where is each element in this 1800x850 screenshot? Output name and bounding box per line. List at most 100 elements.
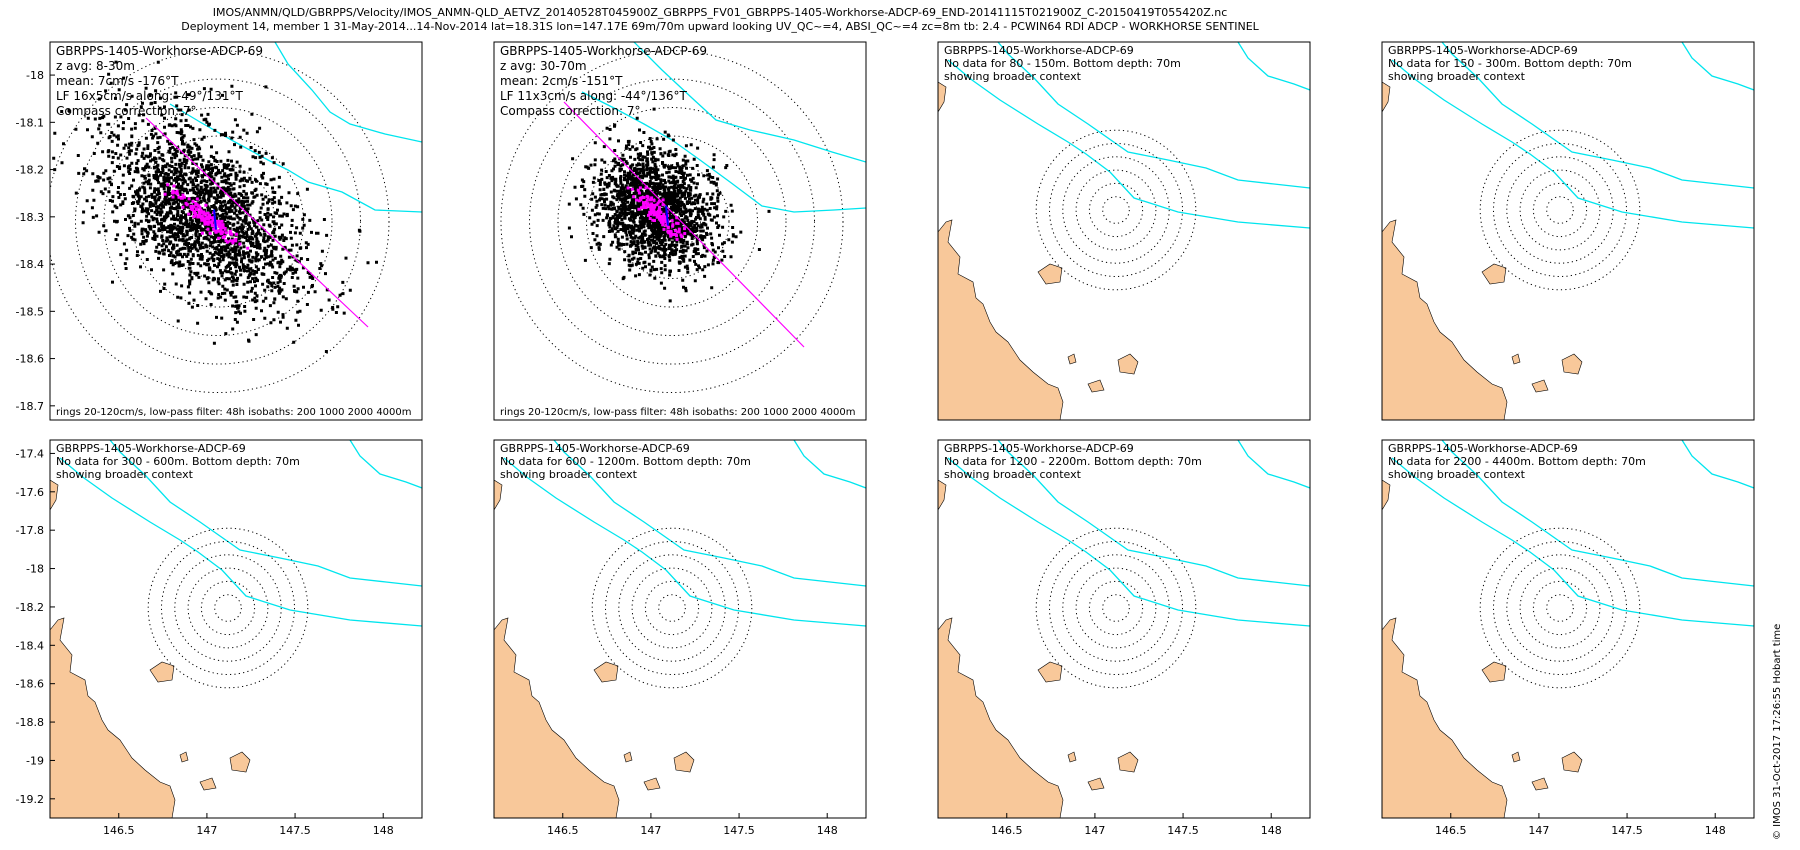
panel-1-ytick-label-1: -18.1 — [16, 116, 44, 129]
panel-3-ring-2 — [1075, 169, 1157, 251]
panel-3-island — [1117, 353, 1139, 375]
panel-2-ring-4 — [529, 78, 815, 365]
panel-8-isobath-0 — [1441, 440, 1754, 587]
panel-3-title: GBRPPS-1405-Workhorse-ADCP-69 — [944, 44, 1134, 57]
panel-5-ytick-label-9: -19.2 — [16, 793, 44, 806]
panel-7-isobath-1 — [1237, 440, 1310, 489]
panel-7-title: GBRPPS-1405-Workhorse-ADCP-69 — [944, 442, 1134, 455]
panel-6-annotation-1: showing broader context — [500, 468, 638, 481]
panel-8-ring-0 — [1546, 594, 1574, 622]
panel-1-footer: rings 20-120cm/s, low-pass filter: 48h i… — [56, 407, 412, 418]
panel-4-annotation-0: No data for 150 - 300m. Bottom depth: 70… — [1388, 57, 1632, 70]
panel-4-island — [1511, 353, 1521, 365]
panel-8-ring-5 — [1479, 527, 1641, 689]
panel-5-island — [199, 777, 217, 791]
panel-5-island — [149, 661, 175, 683]
panel-1-major-axis — [145, 117, 369, 328]
panel-4-annotation-1: showing broader context — [1388, 70, 1526, 83]
panel-8-xtick-label-3: 148 — [1705, 824, 1726, 837]
panel-3-coastline-north — [938, 81, 947, 113]
panel-3-isobath-2 — [947, 59, 1310, 229]
panel-6-isobath-0 — [553, 440, 866, 587]
panel-3-island — [1067, 353, 1077, 365]
panel-7-isobath-0 — [997, 440, 1310, 587]
panel-6-xtick-label-1: 147 — [640, 824, 661, 837]
panel-7-annotation-1: showing broader context — [944, 468, 1082, 481]
panel-4-isobath-0 — [1441, 42, 1754, 189]
panel-2-major-axis — [563, 101, 805, 348]
panel-5-island — [229, 751, 251, 773]
deployment-subtitle: Deployment 14, member 1 31-May-2014...14… — [181, 20, 1259, 33]
panel-8-isobath-2 — [1391, 457, 1754, 627]
panel-2: GBRPPS-1405-Workhorse-ADCP-69z avg: 30-7… — [493, 41, 867, 421]
panel-3-annotation-1: showing broader context — [944, 70, 1082, 83]
panel-1-mean-arrow — [213, 209, 217, 230]
panel-8-island — [1511, 751, 1521, 763]
panel-6-plot-area — [494, 440, 866, 818]
panel-4-ring-2 — [1519, 169, 1601, 251]
panel-6-xtick-label-3: 148 — [817, 824, 838, 837]
panel-5-annotation-1: showing broader context — [56, 468, 194, 481]
panel-3-isobath-0 — [997, 42, 1310, 189]
panel-2-ring-5 — [500, 50, 844, 394]
panel-1-ring-1 — [160, 164, 276, 280]
panel-2-isobath-1 — [581, 91, 866, 213]
panel-5-ytick-label-2: -17.8 — [16, 524, 44, 537]
panel-1-annotation-1: mean: 7cm/s -176°T — [56, 74, 179, 88]
panel-2-annotation-1: mean: 2cm/s -151°T — [500, 74, 623, 88]
panel-1-ring-4 — [75, 78, 361, 365]
panel-4-ring-3 — [1506, 156, 1614, 264]
panel-5-ytick-label-7: -18.8 — [16, 716, 44, 729]
panel-2-ring-1 — [614, 164, 730, 280]
panel-1-ring-2 — [132, 135, 304, 308]
panel-4-island — [1481, 263, 1507, 285]
panel-4-coastline-north — [1382, 81, 1391, 113]
panel-8-annotation-1: showing broader context — [1388, 468, 1526, 481]
panel-7-ring-3 — [1062, 554, 1170, 662]
panel-8-xtick-label-0: 146.5 — [1435, 824, 1467, 837]
panel-1-ring-5 — [50, 50, 390, 393]
panel-7-ring-2 — [1075, 567, 1157, 649]
panel-1-ytick-label-4: -18.4 — [16, 258, 44, 271]
panel-1-ytick-label-6: -18.6 — [16, 353, 44, 366]
panel-4-isobath-2 — [1391, 59, 1754, 229]
panel-8-coastline-north — [1382, 479, 1391, 511]
panel-8-ring-1 — [1532, 580, 1588, 636]
panel-3-plot-area — [938, 42, 1310, 420]
panel-2-velocity-scatter — [567, 107, 771, 303]
panel-4-coastline — [1382, 219, 1508, 420]
panel-5-xtick-label-0: 146.5 — [103, 824, 135, 837]
panel-7-xtick-label-0: 146.5 — [991, 824, 1023, 837]
figure-header: IMOS/ANMN/QLD/GBRPPS/Velocity/IMOS_ANMN-… — [0, 6, 1440, 34]
panel-5-ytick-label-6: -18.6 — [16, 678, 44, 691]
panel-7-island — [1067, 751, 1077, 763]
panel-1-plot-area — [50, 42, 422, 393]
panel-1-ytick-label-3: -18.3 — [16, 211, 44, 224]
panel-3-ring-1 — [1088, 182, 1144, 238]
panel-8-xtick-label-2: 147.5 — [1611, 824, 1643, 837]
panel-5-ring-1 — [200, 580, 256, 636]
panel-2-plot-area — [500, 42, 866, 394]
panel-2-axes-frame — [493, 41, 867, 421]
panel-2-annotation-2: LF 11x3cm/s along: -44°/136°T — [500, 89, 687, 103]
panel-7-ring-1 — [1088, 580, 1144, 636]
panel-2-title: GBRPPS-1405-Workhorse-ADCP-69 — [500, 44, 707, 58]
panel-5-ring-3 — [174, 554, 282, 662]
panel-5-ytick-label-4: -18.2 — [16, 601, 44, 614]
file-path-title: IMOS/ANMN/QLD/GBRPPS/Velocity/IMOS_ANMN-… — [212, 6, 1228, 19]
panel-1-isobath-1 — [169, 103, 422, 213]
panel-4-ring-1 — [1532, 182, 1588, 238]
panel-1: GBRPPS-1405-Workhorse-ADCP-69z avg: 8-30… — [16, 41, 423, 421]
panel-6-coastline-north — [494, 479, 503, 511]
panel-5-coastline — [50, 617, 176, 818]
panel-2-mean-arrow — [665, 205, 669, 226]
panel-8-axes-frame — [1381, 439, 1755, 819]
panel-6-annotation-0: No data for 600 - 1200m. Bottom depth: 7… — [500, 455, 751, 468]
panel-4-plot-area — [1382, 42, 1754, 420]
panel-5-plot-area — [50, 440, 422, 818]
